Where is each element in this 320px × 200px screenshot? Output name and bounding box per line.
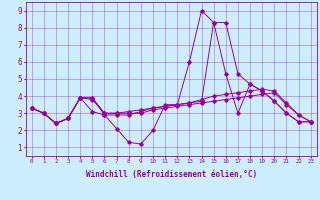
- X-axis label: Windchill (Refroidissement éolien,°C): Windchill (Refroidissement éolien,°C): [86, 170, 257, 179]
